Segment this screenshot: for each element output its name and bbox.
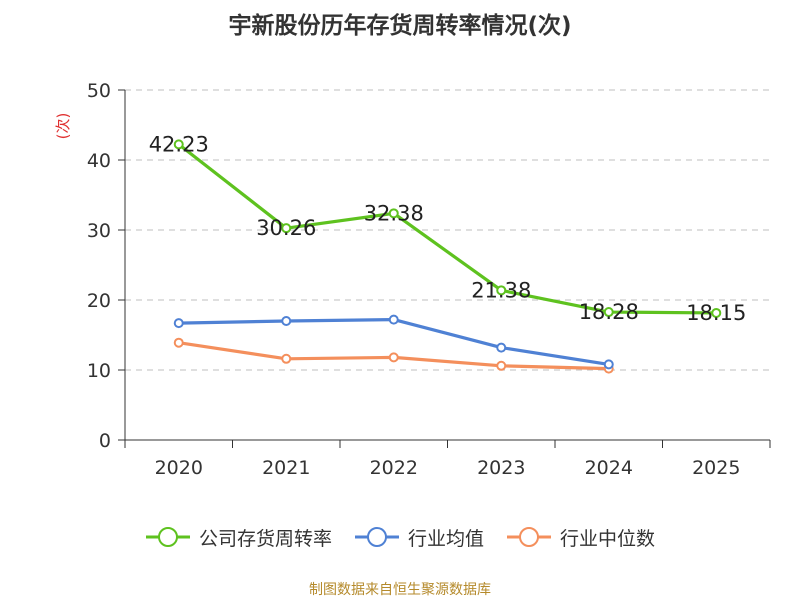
data-point <box>173 139 184 150</box>
x-tick-label: 2020 <box>155 457 203 479</box>
grid-lines <box>125 89 770 371</box>
legend-label: 公司存货周转率 <box>198 527 332 550</box>
axes: 0 10 20 30 40 50 2020 2021 2022 2023 2024 2025 (次) <box>54 80 771 479</box>
series-line <box>177 143 717 315</box>
series-lines <box>173 139 722 374</box>
data-label: 30.26 <box>256 216 316 240</box>
chart-title: 宇新股份历年存货周转率情况(次) <box>228 13 572 39</box>
data-point <box>173 337 184 348</box>
data-point <box>281 353 292 364</box>
data-point <box>388 314 399 325</box>
data-point <box>496 342 507 353</box>
legend-marker-icon <box>354 527 399 547</box>
data-label: 18.15 <box>686 301 746 325</box>
data-point <box>711 307 722 318</box>
data-label: 18.28 <box>579 300 639 324</box>
y-tick-label: 20 <box>87 290 111 312</box>
y-tick-label: 50 <box>87 80 111 102</box>
data-point <box>173 318 184 329</box>
legend: 公司存货周转率 行业均值 行业中位数 <box>0 521 800 553</box>
y-axis-label: (次) <box>54 113 72 140</box>
y-tick-label: 10 <box>87 360 111 382</box>
y-tick-label: 0 <box>99 430 111 452</box>
y-tick-label: 40 <box>87 150 111 172</box>
y-tick-label: 30 <box>87 220 111 242</box>
data-labels: 42.23 30.26 32.38 21.38 18.28 18.15 <box>149 132 747 325</box>
x-tick-label: 2023 <box>477 457 525 479</box>
legend-marker-icon <box>145 527 190 547</box>
legend-item[interactable]: 公司存货周转率 <box>145 524 332 551</box>
data-point <box>281 316 292 326</box>
data-label: 21.38 <box>471 278 531 302</box>
data-point <box>496 360 507 371</box>
x-tick-label: 2025 <box>692 457 740 479</box>
data-label: 32.38 <box>364 201 424 225</box>
legend-item[interactable]: 行业中位数 <box>506 524 655 551</box>
legend-item[interactable]: 行业均值 <box>354 524 484 551</box>
data-point <box>281 223 292 234</box>
x-tick-label: 2021 <box>262 457 310 479</box>
x-tick-label: 2022 <box>370 457 418 479</box>
data-point <box>603 307 614 318</box>
data-point <box>496 285 507 296</box>
legend-label: 行业均值 <box>407 527 484 550</box>
data-point <box>388 208 399 219</box>
x-tick-label: 2024 <box>585 457 633 479</box>
data-point <box>603 359 614 370</box>
legend-label: 行业中位数 <box>560 527 656 550</box>
data-point <box>388 352 399 363</box>
data-label: 42.23 <box>149 132 209 156</box>
legend-marker-icon <box>507 527 551 547</box>
source-note: 制图数据来自恒生聚源数据库 <box>309 582 491 598</box>
